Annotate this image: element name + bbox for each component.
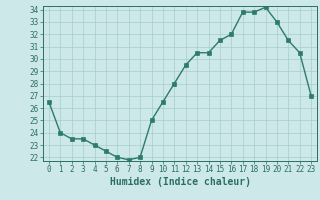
X-axis label: Humidex (Indice chaleur): Humidex (Indice chaleur) (109, 177, 251, 187)
